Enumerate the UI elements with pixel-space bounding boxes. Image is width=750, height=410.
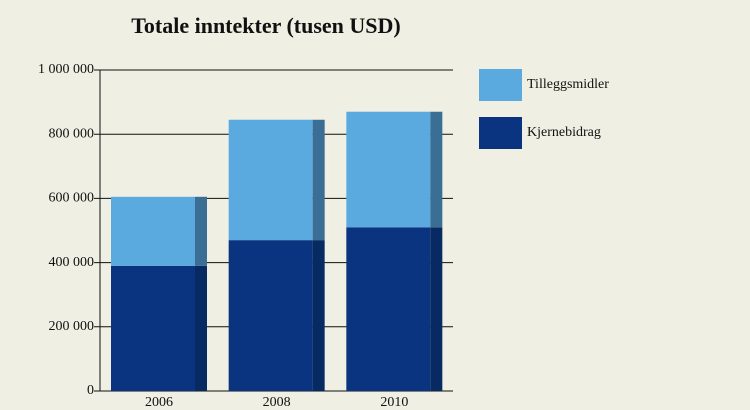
x-tick-label: 2008 bbox=[263, 395, 291, 410]
bar-segment bbox=[111, 265, 195, 391]
bar-segment bbox=[111, 196, 195, 266]
legend-label: Tilleggsmidler bbox=[527, 77, 609, 92]
y-tick-label: 1 000 000 bbox=[38, 62, 94, 77]
x-tick-label: 2006 bbox=[145, 395, 173, 410]
x-tick-label: 2010 bbox=[380, 395, 408, 410]
y-tick-label: 800 000 bbox=[49, 126, 95, 141]
chart-title: Totale inntekter (tusen USD) bbox=[131, 13, 401, 38]
bar-side bbox=[195, 196, 207, 266]
legend-label: Kjernebidrag bbox=[527, 125, 601, 140]
y-tick-label: 0 bbox=[87, 383, 94, 398]
bar-side bbox=[430, 111, 443, 228]
bar-side bbox=[430, 227, 443, 391]
bar-segment bbox=[228, 119, 313, 241]
y-tick-label: 400 000 bbox=[49, 255, 95, 270]
y-tick-label: 600 000 bbox=[49, 191, 95, 206]
bar-segment bbox=[346, 227, 431, 391]
y-tick-label: 200 000 bbox=[49, 319, 95, 334]
bar-side bbox=[312, 240, 325, 391]
bar-segment bbox=[346, 111, 431, 228]
bar-segment bbox=[228, 240, 313, 391]
bar-side bbox=[195, 265, 207, 391]
legend-swatch bbox=[479, 117, 522, 149]
legend-swatch bbox=[479, 69, 522, 101]
bar-side bbox=[312, 119, 325, 241]
